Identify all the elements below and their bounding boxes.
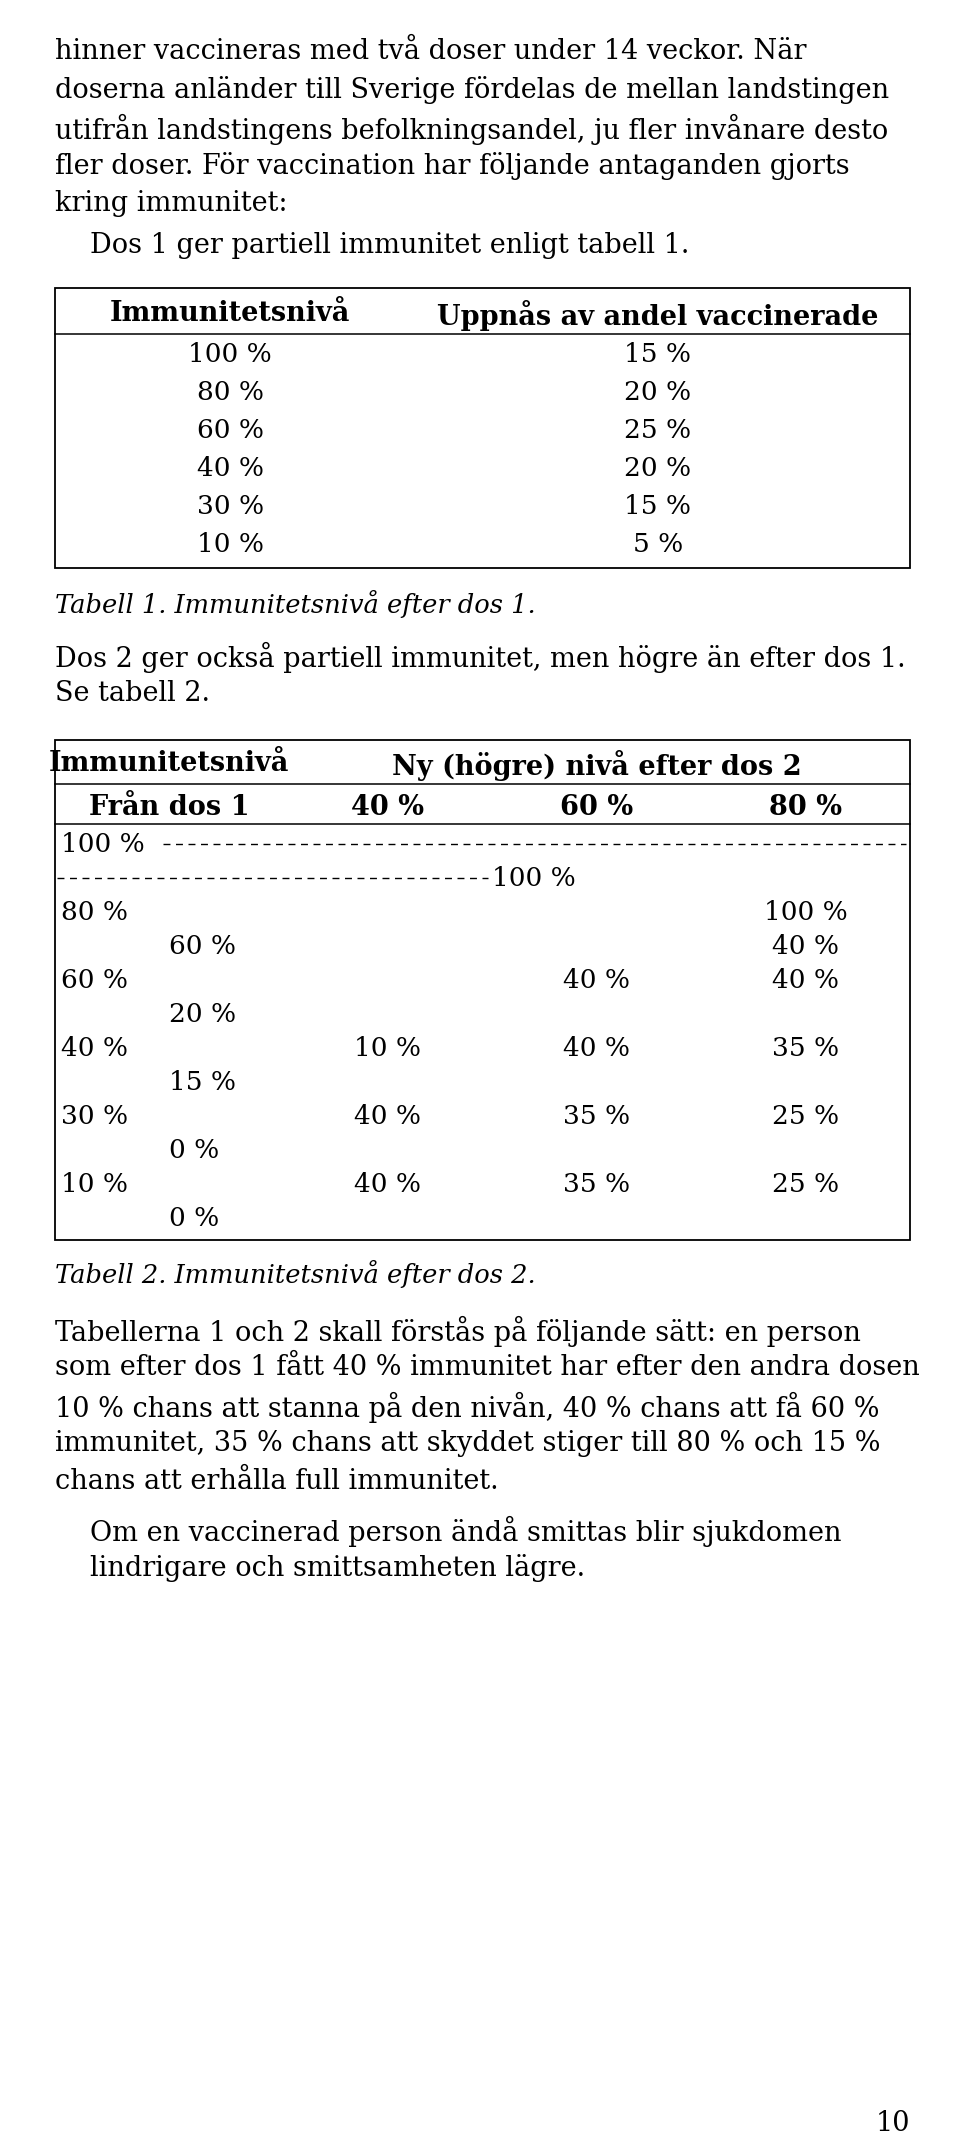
Text: 0 %: 0 % xyxy=(169,1139,219,1163)
Text: Uppnås av andel vaccinerade: Uppnås av andel vaccinerade xyxy=(437,300,878,330)
Text: 60 %: 60 % xyxy=(61,967,128,993)
Text: 10 %: 10 % xyxy=(354,1036,421,1062)
Text: 20 %: 20 % xyxy=(624,380,691,405)
Text: Immunitetsnivå: Immunitetsnivå xyxy=(110,300,350,326)
Text: 100 %: 100 % xyxy=(61,832,145,858)
Text: hinner vaccineras med två doser under 14 veckor. När: hinner vaccineras med två doser under 14… xyxy=(55,39,806,64)
Text: 35 %: 35 % xyxy=(563,1105,630,1128)
Text: 40 %: 40 % xyxy=(354,1171,421,1197)
Text: Dos 1 ger partiell immunitet enligt tabell 1.: Dos 1 ger partiell immunitet enligt tabe… xyxy=(90,232,689,260)
Text: 60 %: 60 % xyxy=(169,933,236,959)
Text: 0 %: 0 % xyxy=(169,1205,219,1231)
Text: 40 %: 40 % xyxy=(351,794,424,822)
Text: 80 %: 80 % xyxy=(197,380,264,405)
Text: 5 %: 5 % xyxy=(633,532,683,558)
Text: 40 %: 40 % xyxy=(61,1036,128,1062)
Text: 25 %: 25 % xyxy=(772,1105,839,1128)
Text: 100 %: 100 % xyxy=(763,901,848,924)
Text: 10 %: 10 % xyxy=(197,532,264,558)
Text: Tabell 1. Immunitetsnivå efter dos 1.: Tabell 1. Immunitetsnivå efter dos 1. xyxy=(55,590,536,618)
Text: fler doser. För vaccination har följande antaganden gjorts: fler doser. För vaccination har följande… xyxy=(55,152,850,180)
Text: som efter dos 1 fått 40 % immunitet har efter den andra dosen: som efter dos 1 fått 40 % immunitet har … xyxy=(55,1353,920,1381)
Text: 35 %: 35 % xyxy=(772,1036,839,1062)
Text: 30 %: 30 % xyxy=(61,1105,128,1128)
Text: 40 %: 40 % xyxy=(563,967,630,993)
Text: 60 %: 60 % xyxy=(560,794,633,822)
Text: Tabell 2. Immunitetsnivå efter dos 2.: Tabell 2. Immunitetsnivå efter dos 2. xyxy=(55,1259,536,1287)
Text: 40 %: 40 % xyxy=(563,1036,630,1062)
Text: 40 %: 40 % xyxy=(772,933,839,959)
Text: 40 %: 40 % xyxy=(354,1105,421,1128)
Text: Tabellerna 1 och 2 skall förstås på följande sätt: en person: Tabellerna 1 och 2 skall förstås på följ… xyxy=(55,1317,861,1347)
Text: 40 %: 40 % xyxy=(772,967,839,993)
Text: 15 %: 15 % xyxy=(169,1070,236,1094)
Text: Om en vaccinerad person ändå smittas blir sjukdomen: Om en vaccinerad person ändå smittas bli… xyxy=(90,1517,842,1547)
Text: doserna anländer till Sverige fördelas de mellan landstingen: doserna anländer till Sverige fördelas d… xyxy=(55,75,889,103)
Text: Immunitetsnivå: Immunitetsnivå xyxy=(49,751,289,776)
Text: 20 %: 20 % xyxy=(624,457,691,480)
Text: 40 %: 40 % xyxy=(197,457,264,480)
FancyBboxPatch shape xyxy=(55,740,910,1240)
Text: lindrigare och smittsamheten lägre.: lindrigare och smittsamheten lägre. xyxy=(90,1553,586,1583)
Text: 20 %: 20 % xyxy=(169,1002,236,1027)
Text: 80 %: 80 % xyxy=(769,794,842,822)
Text: utifrån landstingens befolkningsandel, ju fler invånare desto: utifrån landstingens befolkningsandel, j… xyxy=(55,114,888,146)
Text: 25 %: 25 % xyxy=(624,418,691,444)
Text: 35 %: 35 % xyxy=(563,1171,630,1197)
Text: 100 %: 100 % xyxy=(492,867,576,890)
Text: 100 %: 100 % xyxy=(188,341,272,367)
Text: 10: 10 xyxy=(876,2111,910,2136)
Text: 10 %: 10 % xyxy=(61,1171,128,1197)
Text: 15 %: 15 % xyxy=(624,493,691,519)
Text: Ny (högre) nivå efter dos 2: Ny (högre) nivå efter dos 2 xyxy=(392,751,802,781)
Text: Dos 2 ger också partiell immunitet, men högre än efter dos 1.: Dos 2 ger också partiell immunitet, men … xyxy=(55,641,905,674)
Text: chans att erhålla full immunitet.: chans att erhålla full immunitet. xyxy=(55,1467,498,1495)
Text: kring immunitet:: kring immunitet: xyxy=(55,191,287,217)
Text: immunitet, 35 % chans att skyddet stiger till 80 % och 15 %: immunitet, 35 % chans att skyddet stiger… xyxy=(55,1431,880,1456)
Text: 10 % chans att stanna på den nivån, 40 % chans att få 60 %: 10 % chans att stanna på den nivån, 40 %… xyxy=(55,1392,879,1422)
Text: 15 %: 15 % xyxy=(624,341,691,367)
Text: 25 %: 25 % xyxy=(772,1171,839,1197)
FancyBboxPatch shape xyxy=(55,287,910,568)
Text: 80 %: 80 % xyxy=(61,901,128,924)
Text: Från dos 1: Från dos 1 xyxy=(88,794,250,822)
Text: 30 %: 30 % xyxy=(197,493,264,519)
Text: 60 %: 60 % xyxy=(197,418,264,444)
Text: Se tabell 2.: Se tabell 2. xyxy=(55,680,210,708)
